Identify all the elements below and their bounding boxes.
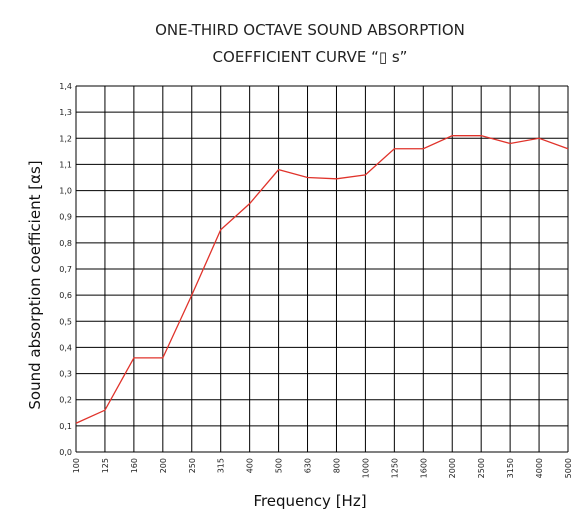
chart-title-line2: COEFFICIENT CURVE “▯ s”: [213, 48, 408, 66]
x-tick-label: 400: [246, 458, 255, 473]
x-tick-label: 125: [101, 458, 110, 473]
x-tick-labels: 100 125 160 200 250 315 400 500 630 800 1000 1250 16…: [72, 458, 573, 478]
y-tick-label: 1,1: [59, 160, 72, 169]
x-tick-label: 200: [159, 458, 168, 473]
x-tick-label: 1250: [390, 458, 399, 478]
x-tick-label: 630: [304, 458, 313, 473]
x-tick-label: 3150: [506, 458, 515, 478]
x-tick-label: 1600: [419, 458, 428, 478]
x-tick-label: 1000: [361, 458, 370, 478]
y-tick-label: 1,4: [59, 82, 72, 91]
x-tick-label: 100: [72, 458, 81, 473]
y-tick-label: 0,8: [59, 239, 72, 248]
y-tick-label: 1,0: [59, 187, 72, 196]
y-axis-label: Sound absorption coefficient [αs]: [26, 160, 44, 409]
x-tick-label: 2500: [477, 458, 486, 478]
x-tick-label: 160: [130, 458, 139, 473]
series-line: [75, 135, 569, 424]
y-tick-label: 1,2: [59, 134, 72, 143]
x-tick-label: 250: [188, 458, 197, 473]
y-tick-label: 0,1: [59, 422, 72, 431]
series-lines: [75, 135, 569, 424]
y-tick-label: 0,4: [59, 343, 72, 352]
y-tick-label: 0,7: [59, 265, 72, 274]
y-tick-label: 0,6: [59, 291, 72, 300]
y-tick-label: 0,9: [59, 213, 72, 222]
chart-title-line1: ONE-THIRD OCTAVE SOUND ABSORPTION: [155, 21, 465, 39]
x-tick-label: 5000: [564, 458, 573, 478]
x-tick-label: 800: [332, 458, 341, 473]
x-tick-label: 2000: [448, 458, 457, 478]
y-tick-label: 0,0: [59, 448, 72, 457]
x-tick-label: 500: [275, 458, 284, 473]
y-tick-labels: 0,0 0,1 0,2 0,3 0,4 0,5 0,6 0,7 0,8 0,9 1,0 1,1 1,2 1…: [59, 82, 72, 457]
grid: [75, 85, 569, 453]
y-tick-label: 0,3: [59, 370, 72, 379]
x-tick-label: 4000: [535, 458, 544, 478]
x-tick-label: 315: [217, 458, 226, 473]
y-tick-label: 0,2: [59, 396, 72, 405]
y-tick-label: 0,5: [59, 317, 72, 326]
x-axis-label: Frequency [Hz]: [253, 492, 366, 510]
y-tick-label: 1,3: [59, 108, 72, 117]
